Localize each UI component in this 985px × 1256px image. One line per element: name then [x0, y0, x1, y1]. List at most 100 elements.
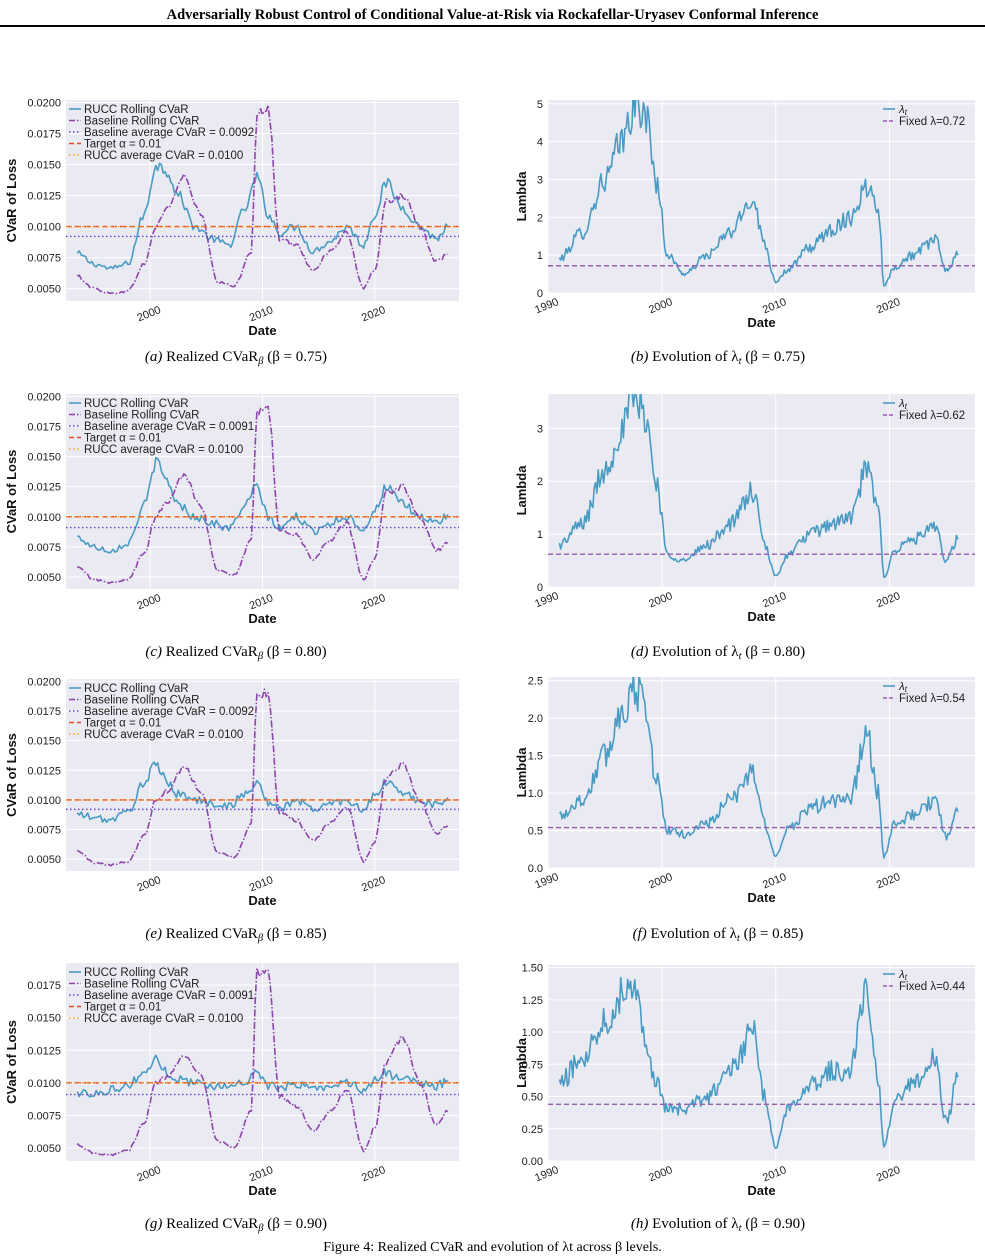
y-tick-label: 0.0175: [27, 129, 61, 141]
y-tick-label: 1.00: [522, 1027, 543, 1039]
panel-e: 0.0050 0.0075 0.0100 0.0125 0.0150 0.0175 0.02…: [4, 676, 459, 944]
y-tick-label: 0.50: [522, 1092, 543, 1104]
legend-label: Baseline average CVaR = 0.0091: [84, 421, 254, 433]
y-tick-label: 0.0075: [27, 1110, 61, 1122]
y-tick-label: 0.0125: [27, 765, 61, 777]
panel-g: 0.0050 0.0075 0.0100 0.0125 0.0150 0.0175 2000…: [4, 963, 459, 1234]
y-tick-label: 0.0100: [27, 795, 61, 807]
subfigure-caption: (c) Realized CVaRβ (β = 0.80): [145, 644, 326, 662]
y-tick-label: 0.0175: [27, 422, 61, 434]
legend-label: RUCC Rolling CVaR: [84, 398, 189, 410]
y-tick-label: 1: [537, 529, 543, 541]
y-axis-label: CVaR of Loss: [4, 450, 19, 534]
x-tick-label: 2000: [647, 871, 674, 891]
y-tick-label: 0.0125: [27, 482, 61, 494]
y-tick-label: 1.0: [528, 788, 543, 800]
legend-label: Baseline Rolling CVaR: [84, 979, 199, 991]
legend-label: RUCC average CVaR = 0.0100: [84, 729, 243, 741]
y-tick-label: 0.0175: [27, 980, 61, 992]
legend-label: Fixed λ=0.44: [899, 981, 966, 993]
legend-label: Baseline Rolling CVaR: [84, 116, 199, 128]
y-tick-label: 0.75: [522, 1059, 543, 1071]
series-line: [76, 1054, 449, 1098]
x-tick-label: 2020: [875, 1164, 902, 1184]
y-axis-label: CVaR of Loss: [4, 159, 19, 243]
y-tick-label: 3: [537, 423, 543, 435]
x-tick-label: 2020: [360, 304, 387, 324]
x-axis-label: Date: [747, 1183, 775, 1198]
series-line: [558, 677, 959, 859]
legend-label: Fixed λ=0.72: [899, 116, 965, 128]
y-axis-label: Lambda: [514, 171, 529, 222]
y-tick-label: 0.0150: [27, 1013, 61, 1025]
x-axis-label: Date: [747, 890, 775, 905]
legend-label: Baseline average CVaR = 0.0092: [84, 127, 254, 139]
y-tick-label: 5: [537, 99, 543, 111]
y-tick-label: 0.0150: [27, 736, 61, 748]
x-tick-label: 2010: [761, 296, 788, 316]
subfigure-caption: (h) Evolution of λt (β = 0.90): [631, 1216, 805, 1234]
y-tick-label: 0.0050: [27, 1143, 61, 1155]
series-line: [76, 761, 449, 824]
x-tick-label: 2000: [135, 874, 162, 894]
legend-label: Baseline average CVaR = 0.0092: [84, 706, 254, 718]
x-tick-label: 2000: [647, 590, 674, 610]
y-tick-label: 1: [537, 250, 543, 262]
panel-c: 0.0050 0.0075 0.0100 0.0125 0.0150 0.0175 0.02…: [4, 391, 459, 662]
y-axis-label: Lambda: [514, 465, 529, 516]
header-rule: [0, 25, 985, 27]
running-head: Adversarially Robust Control of Conditio…: [166, 7, 819, 23]
series-line: [77, 456, 449, 554]
y-tick-label: 0.0100: [27, 222, 61, 234]
series-line: [77, 405, 449, 585]
subfigure-caption: (e) Realized CVaRβ (β = 0.85): [145, 926, 326, 944]
legend-label: Target α = 0.01: [84, 139, 161, 151]
y-tick-label: 2: [537, 212, 543, 224]
y-tick-label: 3: [537, 174, 543, 186]
series-line: [77, 104, 449, 295]
y-tick-label: 0.0175: [27, 706, 61, 718]
subfigure-caption: (d) Evolution of λt (β = 0.80): [631, 644, 805, 662]
x-tick-label: 2000: [135, 1164, 162, 1184]
y-tick-label: 0.0050: [27, 284, 61, 296]
x-tick-label: 2020: [875, 871, 902, 891]
y-tick-label: 2.5: [528, 676, 543, 688]
x-axis-label: Date: [248, 611, 276, 626]
legend-label: λt: [898, 969, 908, 982]
subfigure-caption: (g) Realized CVaRβ (β = 0.90): [145, 1216, 327, 1234]
plot-area: [548, 100, 975, 293]
y-tick-label: 0.25: [522, 1124, 543, 1136]
y-tick-label: 0.0125: [27, 1045, 61, 1057]
y-tick-label: 0.0075: [27, 253, 61, 265]
y-tick-label: 0.0200: [27, 97, 61, 109]
plot-area: [548, 965, 975, 1161]
figure-caption: Figure 4: Realized CVaR and evolution of…: [323, 1240, 662, 1255]
subfigure-caption: (f) Evolution of λt (β = 0.85): [633, 926, 804, 944]
y-tick-label: 0.0100: [27, 512, 61, 524]
y-tick-label: 0.0125: [27, 191, 61, 203]
legend-label: Target α = 0.01: [84, 433, 161, 445]
x-tick-label: 2010: [761, 590, 788, 610]
subfigure-caption: (b) Evolution of λt (β = 0.75): [631, 349, 805, 367]
x-axis-label: Date: [248, 1183, 276, 1198]
y-tick-label: 0.0200: [27, 676, 61, 688]
y-tick-label: 0.0075: [27, 542, 61, 554]
y-tick-label: 0.0050: [27, 854, 61, 866]
legend-label: RUCC Rolling CVaR: [84, 967, 189, 979]
x-tick-label: 2000: [647, 296, 674, 316]
y-tick-label: 0.00: [522, 1156, 543, 1168]
y-tick-label: 1.5: [528, 751, 543, 763]
legend-label: Fixed λ=0.54: [899, 693, 966, 705]
y-axis-label: Lambda: [514, 1037, 529, 1088]
y-tick-label: 0.0: [528, 863, 543, 875]
y-tick-label: 0.0150: [27, 452, 61, 464]
